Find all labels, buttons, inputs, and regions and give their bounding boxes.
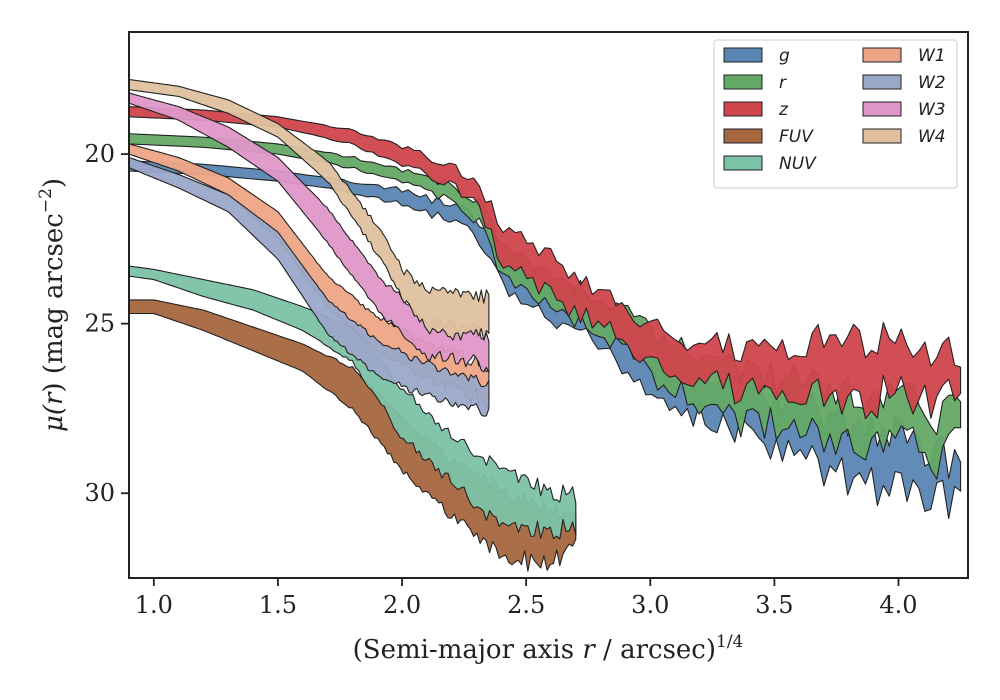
band-z-area	[128, 106, 962, 420]
legend-swatch-g	[723, 47, 763, 63]
band-g-area	[128, 160, 962, 520]
legend-label-w2: W2	[918, 73, 946, 93]
legend-swatch-w2	[862, 74, 902, 90]
band-w4-area	[128, 78, 490, 341]
legend: grz FUV NUV W1 W2 W3 W4	[713, 39, 958, 189]
x-tick-label: 2.0	[383, 591, 421, 619]
band-w3-area	[128, 92, 490, 374]
legend-swatch-w1	[862, 47, 902, 63]
legend-swatch-w4	[862, 128, 902, 144]
band-area-group	[128, 78, 962, 572]
legend-label-nuv: NUV	[779, 154, 817, 174]
legend-label-g: g	[779, 46, 790, 66]
x-tick-label: 1.0	[135, 591, 173, 619]
legend-label-w1: W1	[918, 46, 946, 66]
x-axis-ticks: 1.0 1.5 2.0 2.5 3.0 3.5 4.0	[135, 578, 918, 619]
y-tick-label: 25	[84, 310, 115, 338]
y-tick-label: 20	[84, 140, 115, 168]
band-w2-area	[128, 156, 490, 417]
band-nuv-area	[128, 265, 577, 540]
y-axis-ticks: 20 25 30	[84, 140, 129, 507]
legend-items: grz FUV NUV W1 W2 W3 W4	[723, 46, 946, 174]
legend-swatch-r	[723, 74, 763, 90]
band-fuv-area	[128, 299, 577, 572]
x-tick-label: 1.5	[259, 591, 297, 619]
legend-label-z: z	[778, 100, 789, 120]
legend-label-w3: W3	[918, 100, 946, 120]
x-tick-label: 4.0	[879, 591, 917, 619]
band-r-area	[128, 133, 962, 480]
y-tick-label: 30	[84, 479, 115, 507]
y-axis-label: μ(r) (mag arcsec−2)	[36, 178, 69, 432]
x-tick-label: 3.0	[631, 591, 669, 619]
x-axis-label: (Semi-major axis r / arcsec)1/4	[353, 632, 744, 665]
x-tick-label: 2.5	[507, 591, 545, 619]
legend-label-w4: W4	[918, 127, 946, 147]
legend-label-fuv: FUV	[779, 127, 814, 147]
legend-label-r: r	[779, 73, 787, 93]
legend-swatch-nuv	[723, 155, 763, 171]
legend-swatch-fuv	[723, 128, 763, 144]
legend-swatch-w3	[862, 101, 902, 117]
x-tick-label: 3.5	[755, 591, 793, 619]
plot-frame	[128, 31, 969, 579]
legend-swatch-z	[723, 101, 763, 117]
